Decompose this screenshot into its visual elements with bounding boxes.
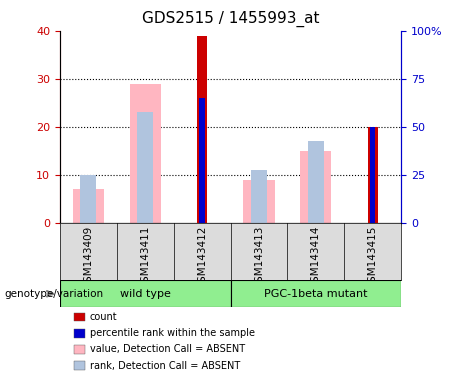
Bar (137, 112, 153, 223)
Bar (74, 361, 85, 370)
Text: count: count (90, 312, 118, 322)
Text: GSM143411: GSM143411 (140, 225, 150, 289)
Text: GSM143415: GSM143415 (367, 225, 378, 289)
Text: GSM143412: GSM143412 (197, 225, 207, 289)
Bar (80, 175, 96, 223)
Title: GDS2515 / 1455993_at: GDS2515 / 1455993_at (142, 10, 319, 26)
Text: genotype/variation: genotype/variation (5, 289, 104, 299)
Text: GSM143413: GSM143413 (254, 225, 264, 289)
Text: rank, Detection Call = ABSENT: rank, Detection Call = ABSENT (90, 361, 240, 371)
Text: GSM143414: GSM143414 (311, 225, 321, 289)
Bar (74, 313, 85, 321)
Bar (251, 170, 267, 223)
Bar (243, 180, 275, 223)
Bar (73, 189, 104, 223)
Bar (308, 141, 324, 223)
Bar (370, 127, 375, 223)
Text: wild type: wild type (120, 289, 171, 299)
Bar (367, 127, 378, 223)
Text: percentile rank within the sample: percentile rank within the sample (90, 328, 255, 338)
Bar (199, 98, 205, 223)
Bar (130, 84, 161, 223)
Bar (300, 151, 331, 223)
Text: value, Detection Call = ABSENT: value, Detection Call = ABSENT (90, 344, 245, 354)
Text: GSM143409: GSM143409 (83, 225, 94, 289)
Text: PGC-1beta mutant: PGC-1beta mutant (264, 289, 367, 299)
Bar (60, 280, 230, 307)
Bar (230, 280, 401, 307)
Bar (197, 36, 207, 223)
Bar (74, 329, 85, 338)
Bar (74, 345, 85, 354)
